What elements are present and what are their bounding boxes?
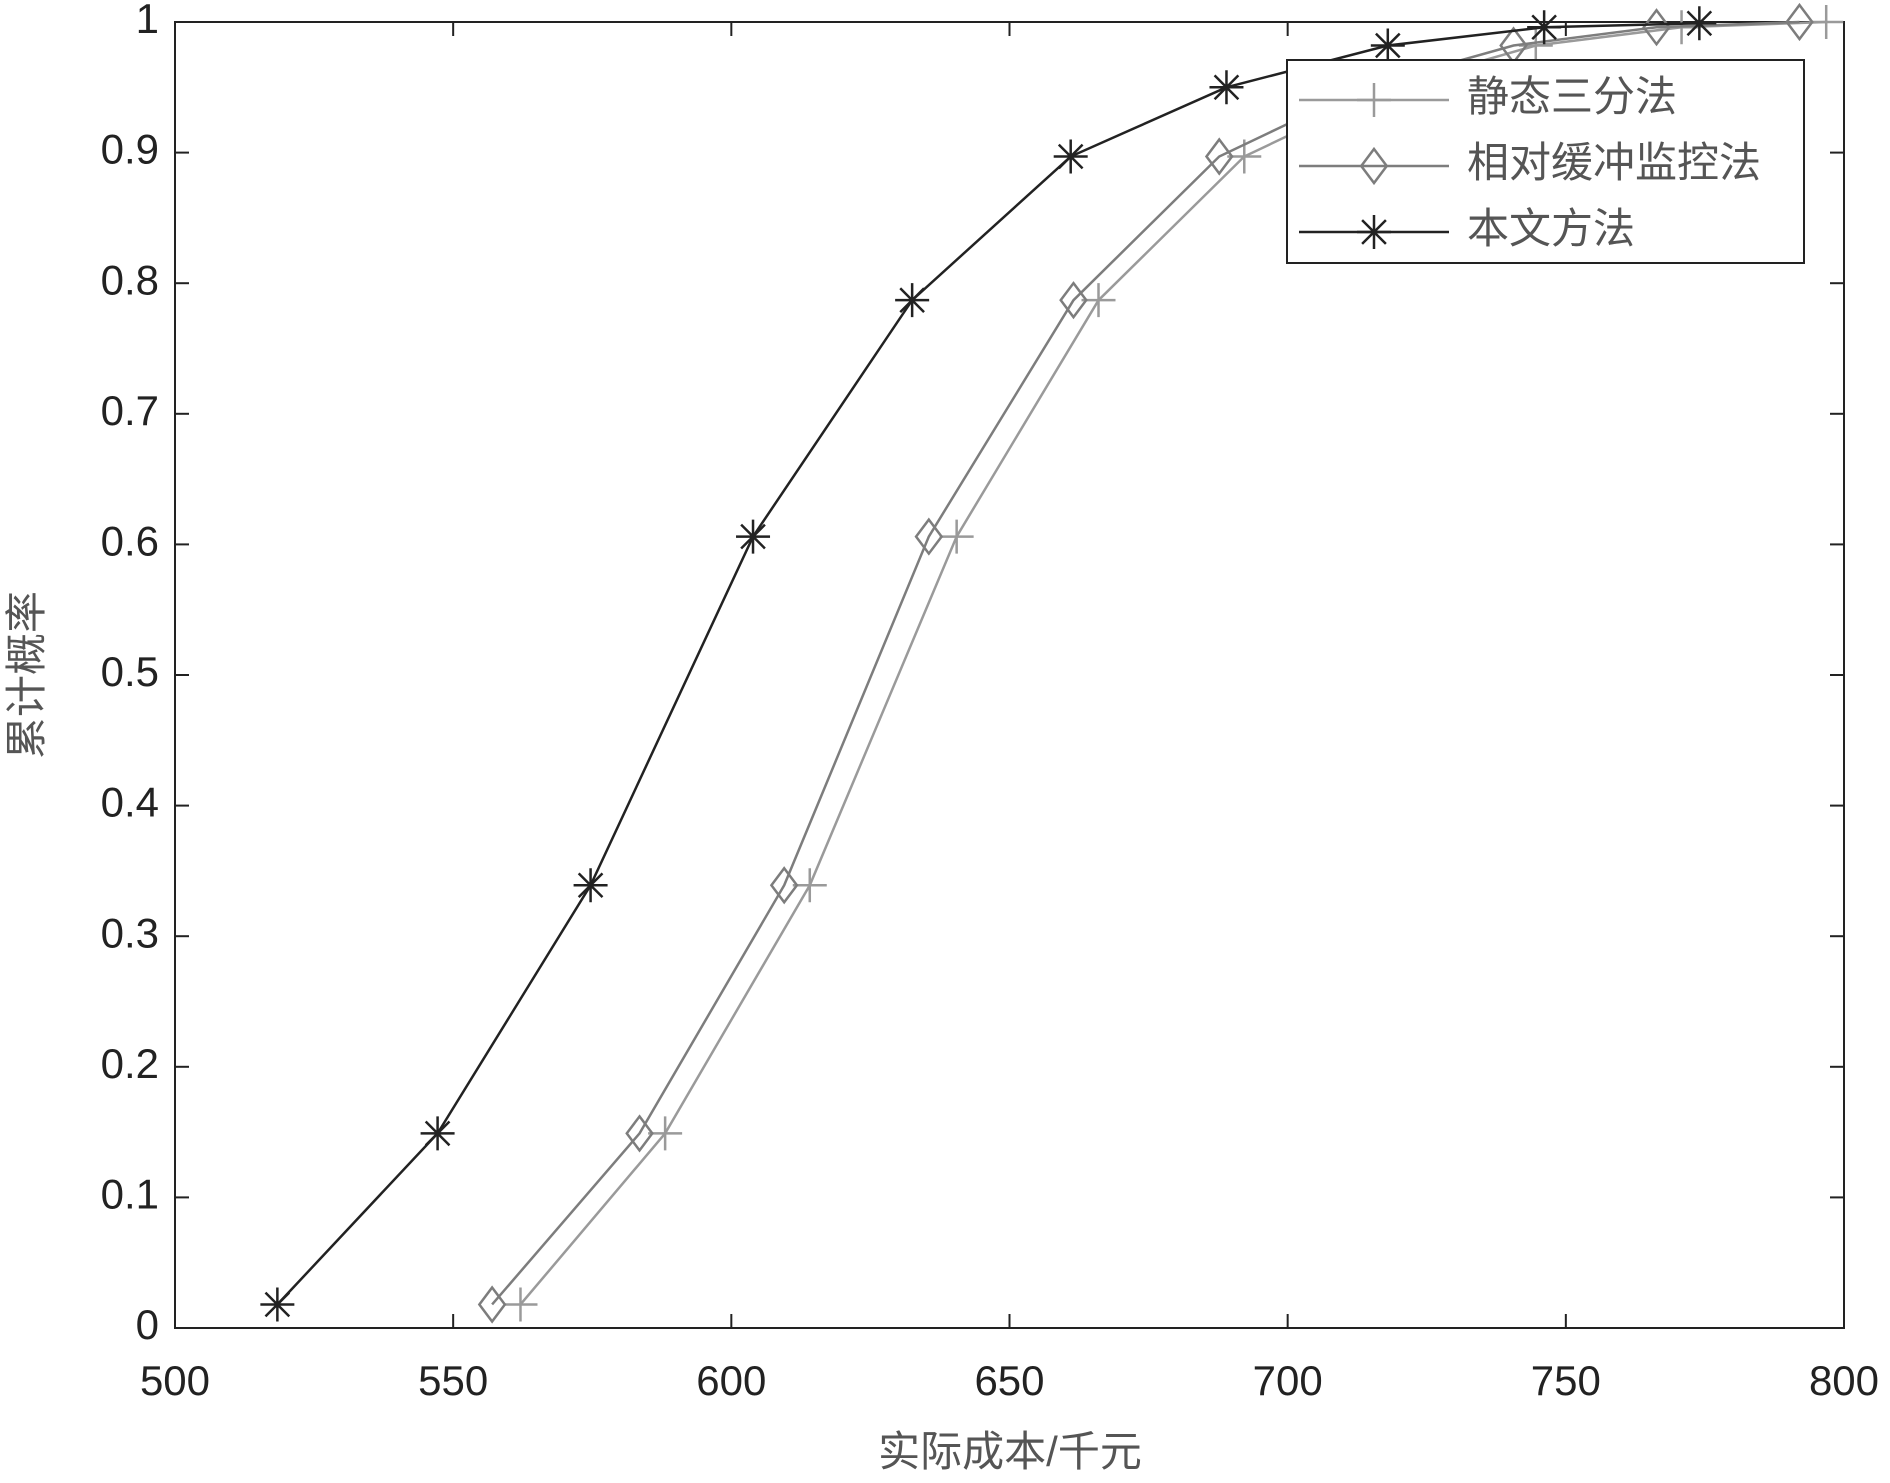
- y-tick-label: 0.6: [101, 517, 159, 564]
- series-line: [491, 20, 1800, 1306]
- y-tick-label: 0.2: [101, 1040, 159, 1087]
- marker: [503, 1287, 538, 1322]
- y-tick-label: 0.5: [101, 648, 159, 695]
- marker: [939, 519, 974, 554]
- series-line: [276, 22, 1700, 1306]
- y-tick-label: 0.8: [101, 256, 159, 303]
- marker: [1809, 5, 1844, 39]
- x-tick-label: 550: [418, 1357, 488, 1404]
- series-line: [519, 20, 1827, 1306]
- y-tick-label: 1: [136, 0, 159, 42]
- x-tick-label: 500: [140, 1357, 210, 1404]
- marker: [895, 283, 930, 318]
- legend-marker: [1357, 83, 1391, 117]
- legend-marker: [1359, 146, 1389, 186]
- marker: [1682, 6, 1717, 41]
- marker: [477, 1285, 507, 1324]
- marker: [1785, 2, 1814, 42]
- marker: [1370, 28, 1405, 63]
- y-tick-label: 0.7: [101, 387, 159, 434]
- marker: [625, 1114, 654, 1153]
- marker: [736, 519, 771, 554]
- marker: [1642, 8, 1671, 47]
- y-tick-label: 0: [136, 1301, 159, 1348]
- legend-marker: [1357, 215, 1391, 249]
- y-tick-label: 0.1: [101, 1170, 159, 1217]
- x-tick-label: 700: [1253, 1357, 1323, 1404]
- x-tick-label: 650: [974, 1357, 1044, 1404]
- y-tick-label: 0.3: [101, 909, 159, 956]
- legend-label: 相对缓冲监控法: [1467, 139, 1761, 186]
- marker: [1204, 137, 1234, 176]
- marker: [914, 517, 944, 556]
- marker: [573, 868, 608, 903]
- y-axis-label: 累计概率: [3, 591, 50, 759]
- y-tick-label: 0.9: [101, 126, 159, 173]
- marker: [1209, 70, 1244, 105]
- marker: [420, 1116, 455, 1151]
- x-axis-label: 实际成本/千元: [878, 1428, 1142, 1475]
- legend-label: 静态三分法: [1467, 73, 1677, 120]
- y-tick-label: 0.4: [101, 779, 159, 826]
- legend-label: 本文方法: [1467, 205, 1635, 252]
- marker: [1059, 281, 1088, 320]
- marker: [1518, 28, 1553, 63]
- marker: [260, 1287, 295, 1322]
- marker: [1053, 139, 1088, 174]
- x-tick-label: 800: [1809, 1357, 1879, 1404]
- marker: [769, 866, 799, 905]
- x-tick-label: 750: [1531, 1357, 1601, 1404]
- x-tick-label: 600: [696, 1357, 766, 1404]
- marker: [1527, 10, 1562, 45]
